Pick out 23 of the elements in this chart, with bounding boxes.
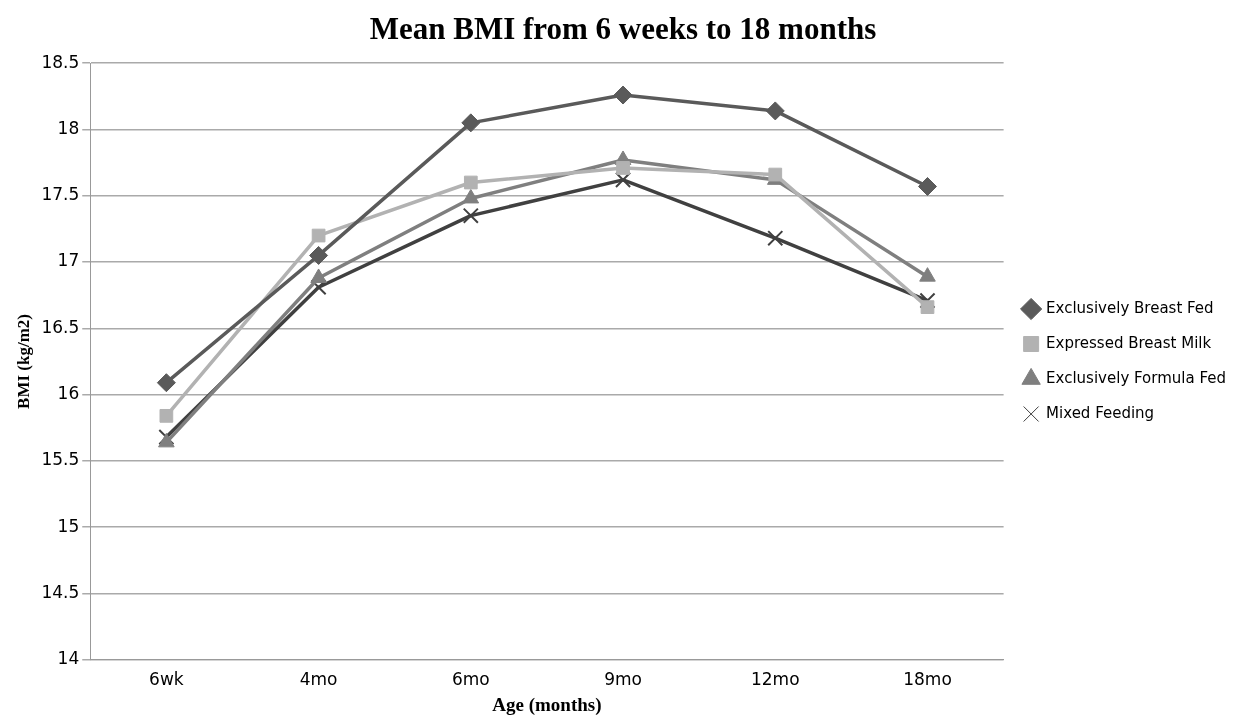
y-tick-label: 16.5 [41,316,80,337]
y-tick-label: 15 [57,515,80,536]
y-tick-label: 14 [57,648,80,669]
legend-label: Expressed Breast Milk [1046,333,1212,352]
legend-label: Exclusively Breast Fed [1046,298,1214,317]
chart-title: Mean BMI from 6 weeks to 18 months [369,10,877,46]
x-tick-label: 6mo [451,669,490,690]
x-tick-label: 4mo [299,669,338,690]
y-tick-label: 15.5 [41,449,80,470]
y-tick-label: 18.5 [41,51,80,72]
y-tick-label: 17 [57,250,80,271]
y-tick-label: 18 [57,117,80,138]
y-axis-title: BMI (kg/m2) [13,314,33,409]
y-tick-label: 16 [57,383,80,404]
legend-label: Exclusively Formula Fed [1046,368,1226,387]
x-axis-title: Age (months) [492,693,602,716]
y-tick-label: 14.5 [41,581,80,602]
legend-label: Mixed Feeding [1046,403,1155,422]
x-tick-label: 18mo [903,669,952,690]
y-tick-label: 17.5 [41,184,80,205]
x-tick-label: 9mo [604,669,642,690]
x-tick-label: 6wk [149,669,184,690]
x-tick-label: 12mo [750,669,800,690]
